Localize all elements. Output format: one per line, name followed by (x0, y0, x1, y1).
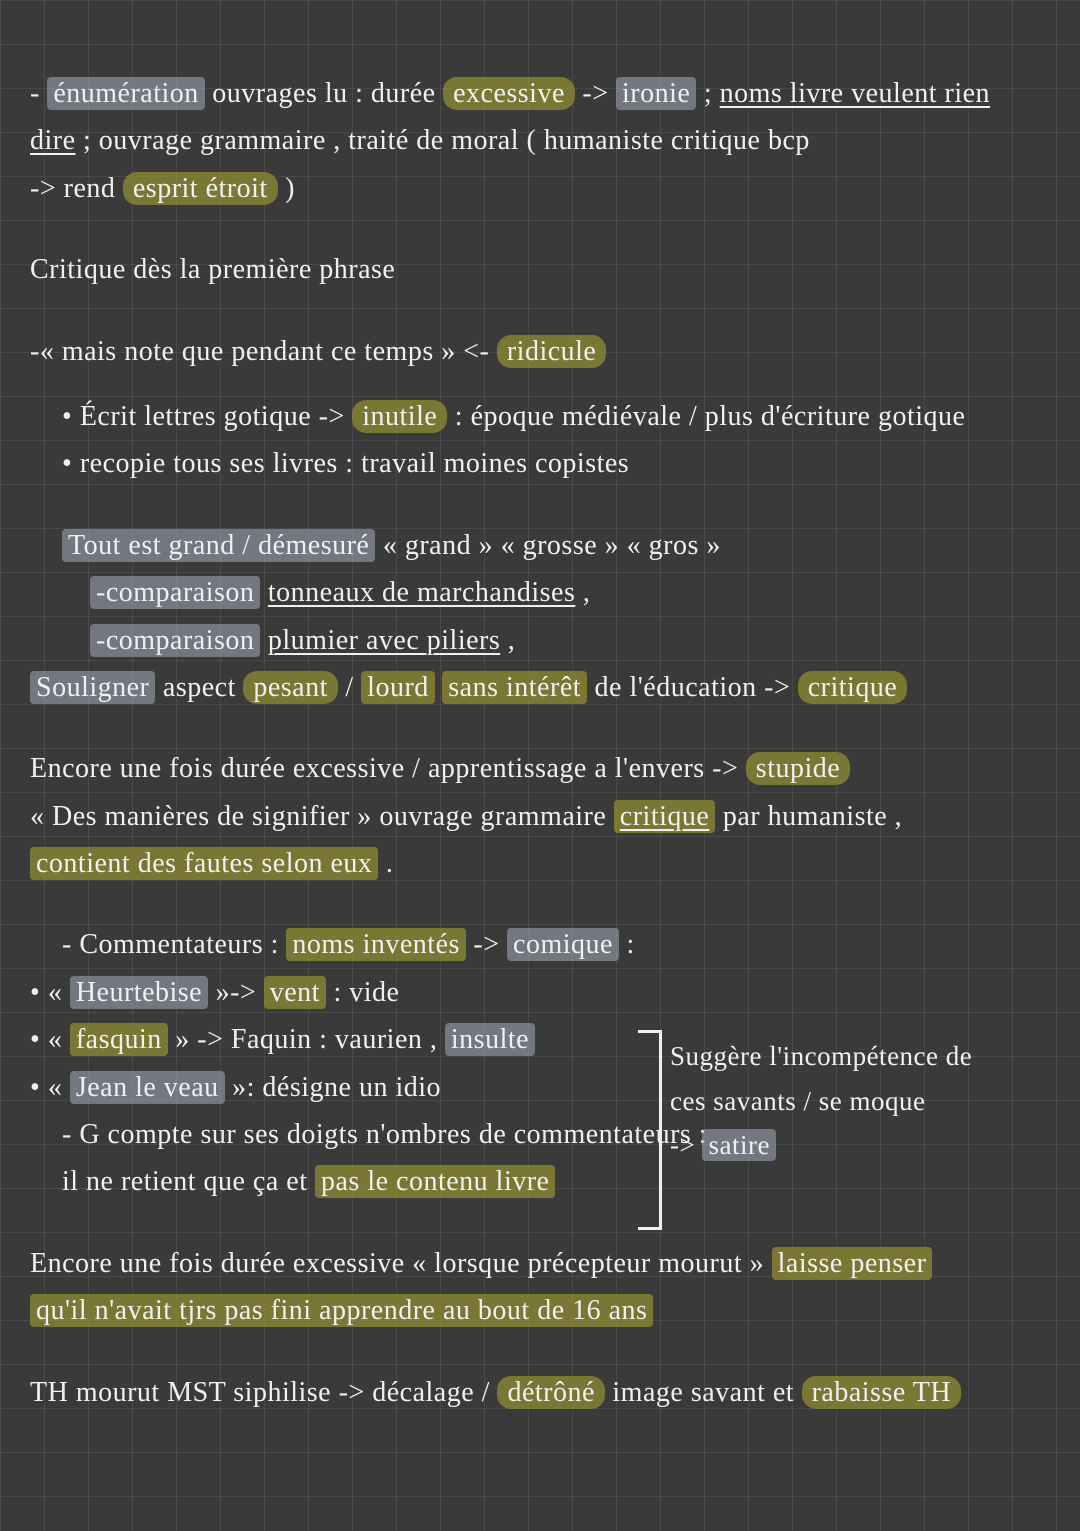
hl-comp2: -comparaison (90, 624, 260, 657)
hl-stupide: stupide (746, 752, 850, 785)
hl-satire: satire (702, 1129, 775, 1161)
p6-line1: - Commentateurs : noms inventés -> comiq… (30, 923, 1050, 966)
hl-noms: noms inventés (286, 928, 466, 961)
p7-line1: Encore une fois durée excessive « lorsqu… (30, 1242, 1050, 1285)
text: Encore une fois durée excessive / appren… (30, 753, 746, 784)
hl-fautes: contient des fautes selon eux (30, 847, 378, 880)
text: « (48, 1024, 70, 1055)
hl-rabaisse: rabaisse TH (802, 1376, 962, 1409)
p7-line2: qu'il n'avait tjrs pas fini apprendre au… (30, 1289, 1050, 1332)
text: »-> (216, 977, 264, 1008)
text: Critique dès la première phrase (30, 254, 395, 285)
text: -> (582, 78, 616, 109)
hl-comique: comique (507, 928, 619, 961)
p4-line2: -comparaison tonneaux de marchandises , (30, 571, 1050, 614)
p3-line1: -« mais note que pendant ce temps » <- r… (30, 330, 1050, 373)
hl-tout: Tout est grand / démesuré (62, 529, 375, 562)
p2: Critique dès la première phrase (30, 248, 1050, 291)
text: ces savants / se moque (670, 1086, 925, 1116)
dash: - (30, 78, 47, 109)
p1-line1: - énumération ouvrages lu : durée excess… (30, 72, 1050, 115)
hl-sans: sans intérêt (442, 671, 587, 704)
text: « (48, 1072, 70, 1103)
text: TH mourut MST siphilise -> décalage / (30, 1377, 497, 1408)
text: -> rend (30, 173, 123, 204)
text: -> (473, 929, 507, 960)
hl-quil: qu'il n'avait tjrs pas fini apprendre au… (30, 1294, 653, 1327)
text: ) (285, 173, 295, 204)
text: - Commentateurs : (62, 929, 286, 960)
p1-line2: dire ; ouvrage grammaire , traité de mor… (30, 119, 1050, 162)
hl-souligner: Souligner (30, 671, 155, 704)
underline-plumier: plumier avec piliers (268, 625, 500, 656)
hl-inutile: inutile (352, 400, 447, 433)
text: , (508, 625, 516, 656)
underline-noms: noms livre veulent rien (720, 78, 990, 109)
text: Écrit lettres gotique -> (80, 401, 352, 432)
underline-dire: dire (30, 125, 76, 156)
p4-line3: -comparaison plumier avec piliers , (30, 619, 1050, 662)
text: -> (670, 1130, 695, 1160)
text: . (386, 848, 394, 879)
text: « grand » « grosse » « gros » (383, 530, 721, 561)
hl-insulte: insulte (445, 1023, 535, 1056)
text: il ne retient que ça et (62, 1166, 315, 1197)
text: : (626, 929, 634, 960)
hl-laisse: laisse penser (772, 1247, 933, 1280)
p5-line2: « Des manières de signifier » ouvrage gr… (30, 795, 1050, 838)
text: »: désigne un idio (232, 1072, 441, 1103)
text: Encore une fois durée excessive « lorsqu… (30, 1248, 772, 1279)
p8-line1: TH mourut MST siphilise -> décalage / dé… (30, 1371, 1050, 1414)
text: -« mais note que pendant ce temps » <- (30, 336, 497, 367)
text: image savant et (612, 1377, 801, 1408)
hl-detrone: détrôné (497, 1376, 604, 1409)
text: , (583, 577, 591, 608)
p6-line2: « Heurtebise »-> vent : vide (30, 971, 1050, 1014)
p5-line1: Encore une fois durée excessive / appren… (30, 747, 1050, 790)
text: - G compte sur ses doigts n'ombres de co… (62, 1119, 707, 1150)
hl-fasquin: fasquin (70, 1023, 168, 1056)
text: « (48, 977, 70, 1008)
text: par humaniste , (723, 801, 902, 832)
hl-ironie: ironie (616, 77, 696, 110)
text: Suggère l'incompétence de (670, 1041, 972, 1071)
p1-line3: -> rend esprit étroit ) (30, 167, 1050, 210)
text: / (345, 672, 361, 703)
text: ; (704, 78, 720, 109)
hl-vent: vent (264, 976, 326, 1009)
underline-tonneaux: tonneaux de marchandises (268, 577, 575, 608)
text: ; ouvrage grammaire , traité de moral ( … (83, 125, 810, 156)
text: : époque médiévale / plus d'écriture got… (455, 401, 966, 432)
hl-esprit: esprit étroit (123, 172, 278, 205)
hl-critique2: critique (614, 800, 716, 833)
hl-jean: Jean le veau (70, 1071, 225, 1104)
hl-comp1: -comparaison (90, 576, 260, 609)
text: ouvrages lu : durée (212, 78, 443, 109)
hl-pas-contenu: pas le contenu livre (315, 1165, 555, 1198)
p5-line3: contient des fautes selon eux . (30, 842, 1050, 885)
hl-excessive: excessive (443, 77, 575, 110)
text: : vide (333, 977, 399, 1008)
hl-ridicule: ridicule (497, 335, 607, 368)
p3-bullet2: recopie tous ses livres : travail moines… (30, 442, 1050, 485)
hl-lourd: lourd (361, 671, 435, 704)
text: recopie tous ses livres : travail moines… (80, 448, 629, 479)
text: « Des manières de signifier » ouvrage gr… (30, 801, 614, 832)
text: » -> Faquin : vaurien , (175, 1024, 445, 1055)
hl-heurtebise: Heurtebise (70, 976, 208, 1009)
bracket-icon (638, 1030, 662, 1230)
notes-page: - énumération ouvrages lu : durée excess… (30, 20, 1050, 1414)
hl-enumeration: énumération (47, 77, 204, 110)
p4-line4: Souligner aspect pesant / lourd sans int… (30, 666, 1050, 709)
hl-critique1: critique (798, 671, 908, 704)
hl-pesant: pesant (243, 671, 338, 704)
text: de l'éducation -> (595, 672, 798, 703)
side-note: Suggère l'incompétence de ces savants / … (670, 1036, 1080, 1170)
text: aspect (163, 672, 243, 703)
p4-line1: Tout est grand / démesuré « grand » « gr… (30, 524, 1050, 567)
p3-bullet1: Écrit lettres gotique -> inutile : époqu… (30, 395, 1050, 438)
